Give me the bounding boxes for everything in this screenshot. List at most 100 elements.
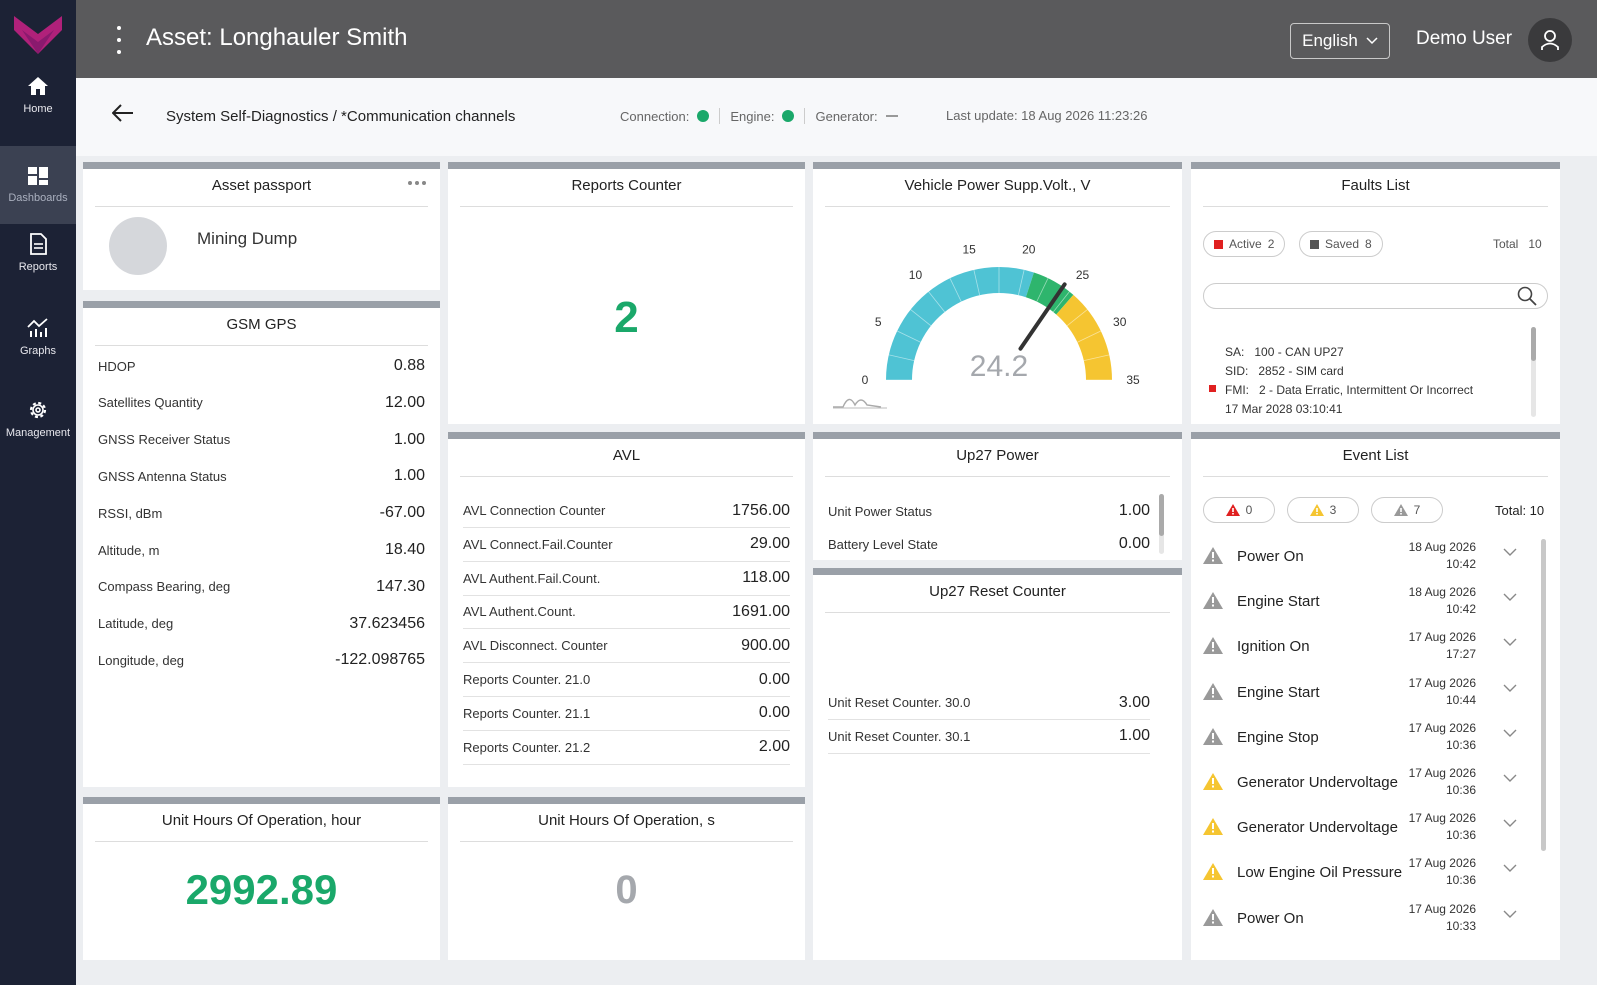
- up27-power-scrollbar-thumb[interactable]: [1159, 494, 1164, 536]
- chevron-down-icon[interactable]: [1503, 864, 1517, 873]
- card-title: Vehicle Power Supp.Volt., V: [825, 177, 1170, 207]
- gauge-tick-label: 5: [875, 315, 882, 329]
- fault-sa-label: SA:: [1225, 345, 1245, 359]
- brand-logo[interactable]: [0, 0, 76, 72]
- events-scrollbar[interactable]: [1541, 539, 1546, 851]
- faults-scrollbar-thumb[interactable]: [1531, 327, 1536, 361]
- fault-sid-value: 2852 - SIM card: [1258, 364, 1344, 378]
- more-options-icon[interactable]: [408, 181, 426, 185]
- row-label: Altitude, m: [98, 542, 160, 558]
- warning-grey-icon: [1203, 547, 1223, 564]
- sidebar-item-home[interactable]: Home: [0, 56, 76, 134]
- sidebar-item-dashboards[interactable]: Dashboards: [0, 146, 76, 224]
- card-title: Unit Hours Of Operation, hour: [95, 812, 428, 842]
- event-row[interactable]: Power On 17 Aug 2026 10:33: [1201, 896, 1531, 941]
- chevron-down-icon[interactable]: [1503, 910, 1517, 919]
- chevron-down-icon[interactable]: [1503, 548, 1517, 557]
- event-row[interactable]: Engine Start 17 Aug 2026 10:44: [1201, 670, 1531, 715]
- event-row[interactable]: Engine Stop 17 Aug 2026 10:36: [1201, 715, 1531, 760]
- chevron-down-icon[interactable]: [1503, 819, 1517, 828]
- sidebar-item-label: Home: [23, 103, 53, 115]
- data-row: AVL Connection Counter 1756.00: [463, 494, 790, 528]
- gauge-tick-label: 0: [862, 373, 869, 387]
- gauge-needle: [1018, 282, 1067, 351]
- sidebar-item-graphs[interactable]: Graphs: [0, 298, 76, 376]
- up27-power-scrollbar[interactable]: [1159, 494, 1164, 554]
- avl-card: AVL AVL Connection Counter 1756.00 AVL Con…: [448, 432, 805, 787]
- info-events-filter[interactable]: 7: [1371, 497, 1443, 523]
- search-icon[interactable]: [1517, 286, 1537, 306]
- event-name: Generator Undervoltage: [1237, 774, 1398, 791]
- avatar[interactable]: [1528, 18, 1572, 62]
- data-row: RSSI, dBm -67.00: [98, 496, 425, 530]
- event-row[interactable]: Ignition On 17 Aug 2026 17:27: [1201, 624, 1531, 669]
- sidebar-item-management[interactable]: Management: [0, 380, 76, 458]
- voltage-gauge: 0 5 10 15 20 25 30 35 24.2: [862, 242, 1140, 387]
- gauge-tick: [888, 354, 915, 362]
- fault-date: 17 Mar 2028 03:10:41: [1225, 402, 1343, 416]
- sub-header: System Self-Diagnostics / *Communication…: [76, 78, 1597, 156]
- back-button[interactable]: [111, 104, 134, 127]
- row-value: -122.098765: [335, 651, 425, 669]
- language-select[interactable]: English: [1290, 23, 1390, 59]
- event-row[interactable]: Generator Undervoltage 17 Aug 2026 10:36: [1201, 760, 1531, 805]
- hours-hour-value: 2992.89: [185, 866, 338, 913]
- event-row[interactable]: Power On 18 Aug 2026 10:42: [1201, 534, 1531, 579]
- warning-grey-icon: [1203, 682, 1223, 700]
- faults-search-input[interactable]: [1203, 283, 1548, 309]
- faults-scrollbar[interactable]: [1531, 327, 1536, 417]
- chart-sparkline-icon[interactable]: [831, 391, 891, 411]
- event-row[interactable]: Engine Start 18 Aug 2026 10:42: [1201, 579, 1531, 624]
- sidebar-item-label: Graphs: [19, 345, 57, 357]
- gauge-tick: [1017, 269, 1025, 296]
- gauge-tick: [949, 278, 962, 302]
- row-value: 0.88: [393, 357, 425, 374]
- data-row: GNSS Antenna Status 1.00: [98, 459, 425, 493]
- events-scrollbar-thumb[interactable]: [1541, 539, 1546, 851]
- event-name: Engine Stop: [1237, 728, 1319, 746]
- event-time: 10:33: [1445, 918, 1476, 933]
- chevron-down-icon[interactable]: [1503, 729, 1517, 738]
- event-date: 17 Aug 2026: [1408, 901, 1476, 916]
- warning-events-filter[interactable]: 3: [1287, 497, 1359, 523]
- event-row[interactable]: Low Engine Oil Pressure 17 Aug 2026 10:36: [1201, 850, 1531, 895]
- event-name: Ignition On: [1237, 638, 1310, 656]
- chevron-down-icon[interactable]: [1503, 774, 1517, 783]
- row-value: 1.00: [1118, 502, 1150, 519]
- event-time: 10:44: [1445, 692, 1476, 707]
- event-name: Power On: [1237, 909, 1304, 927]
- data-row: AVL Disconnect. Counter 900.00: [463, 629, 790, 664]
- menu-icon[interactable]: [116, 26, 122, 54]
- data-row: AVL Authent.Fail.Count. 118.00: [463, 562, 790, 596]
- gauge-band-optimal: [1025, 272, 1074, 315]
- row-label: Reports Counter. 21.0: [463, 672, 591, 687]
- warning-grey-icon: [1203, 727, 1223, 745]
- gauge-tick: [1066, 309, 1088, 327]
- faults-total: Total 10: [1493, 237, 1542, 251]
- sidebar-item-reports[interactable]: Reports: [0, 214, 76, 292]
- chevron-down-icon[interactable]: [1503, 638, 1517, 647]
- critical-events-filter[interactable]: 0: [1203, 497, 1275, 523]
- warning-yellow-icon: [1309, 504, 1324, 516]
- gauge-tick-label: 15: [963, 242, 977, 256]
- warning-grey-icon: [1393, 504, 1408, 516]
- data-row: Reports Counter. 21.0 0.00: [463, 663, 790, 697]
- user-icon: [1541, 30, 1559, 50]
- event-name: Low Engine Oil Pressure: [1237, 864, 1403, 882]
- data-row: AVL Authent.Count. 1691.00: [463, 595, 790, 630]
- saved-faults-filter[interactable]: Saved 8: [1299, 231, 1383, 257]
- card-title: Asset passport: [95, 177, 428, 207]
- card-title: Event List: [1203, 447, 1548, 477]
- active-faults-filter[interactable]: Active 2: [1203, 231, 1286, 257]
- event-row[interactable]: Generator Undervoltage 17 Aug 2026 10:36: [1201, 805, 1531, 850]
- events-total: Total: 10: [1495, 503, 1545, 518]
- chevron-down-icon[interactable]: [1503, 593, 1517, 602]
- data-row: Latitude, deg 37.623456: [98, 607, 425, 641]
- chevron-down-icon[interactable]: [1503, 684, 1517, 693]
- row-value: 1.00: [393, 430, 425, 448]
- event-time: 10:36: [1445, 873, 1476, 888]
- breadcrumb: System Self-Diagnostics / *Communication…: [166, 108, 516, 125]
- row-label: AVL Disconnect. Counter: [463, 638, 608, 654]
- row-label: GNSS Antenna Status: [98, 468, 227, 484]
- fault-item[interactable]: SA: 100 - CAN UP27 SID: 2852 - SIM card …: [1209, 343, 1539, 419]
